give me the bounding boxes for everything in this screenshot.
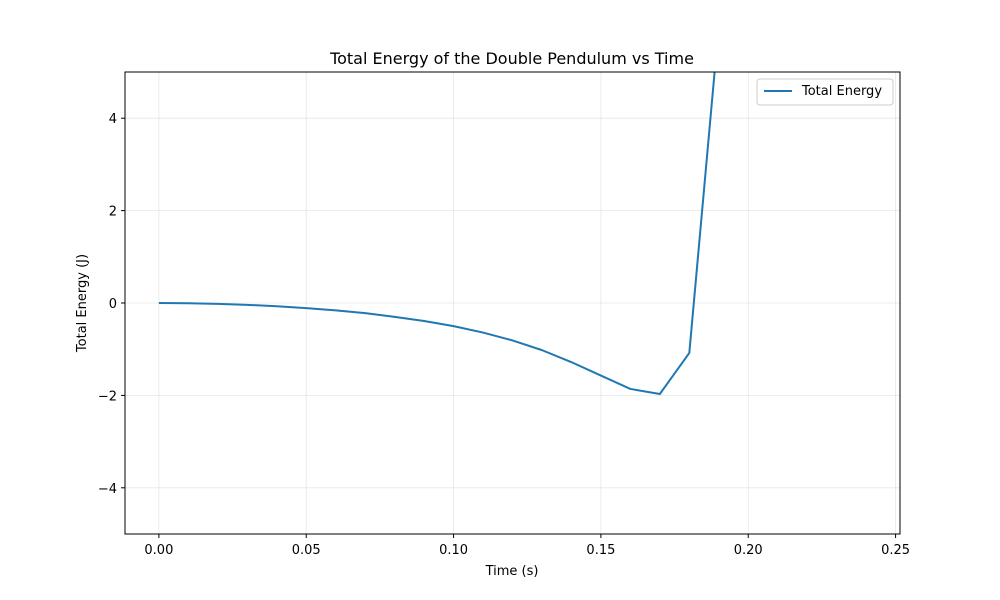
y-tick-label: 4 — [109, 112, 117, 127]
y-axis-label: Total Energy (J) — [75, 254, 90, 353]
x-tick-label: 0.15 — [586, 543, 615, 558]
legend-label-total-energy: Total Energy — [801, 84, 882, 99]
x-tick-label: 0.20 — [734, 543, 763, 558]
series-line-total-energy — [158, 72, 716, 396]
y-tick-label: 0 — [109, 297, 117, 312]
x-axis-label: Time (s) — [485, 564, 539, 579]
grid — [125, 72, 900, 534]
legend: Total Energy — [756, 78, 894, 106]
y-tick-label: −2 — [98, 389, 117, 404]
legend-box — [756, 78, 894, 106]
x-tick-label: 0.10 — [439, 543, 468, 558]
x-tick-label: 0.25 — [881, 543, 910, 558]
chart-title: Total Energy of the Double Pendulum vs T… — [329, 49, 694, 68]
y-tick-label: −4 — [98, 482, 117, 497]
y-axis: −4 −2 0 2 4 — [98, 112, 125, 497]
series-layer — [158, 72, 716, 396]
x-axis: 0.00 0.05 0.10 0.15 0.20 0.25 — [144, 534, 910, 558]
x-tick-label: 0.05 — [292, 543, 321, 558]
x-tick-label: 0.00 — [144, 543, 173, 558]
y-tick-label: 2 — [109, 205, 117, 220]
